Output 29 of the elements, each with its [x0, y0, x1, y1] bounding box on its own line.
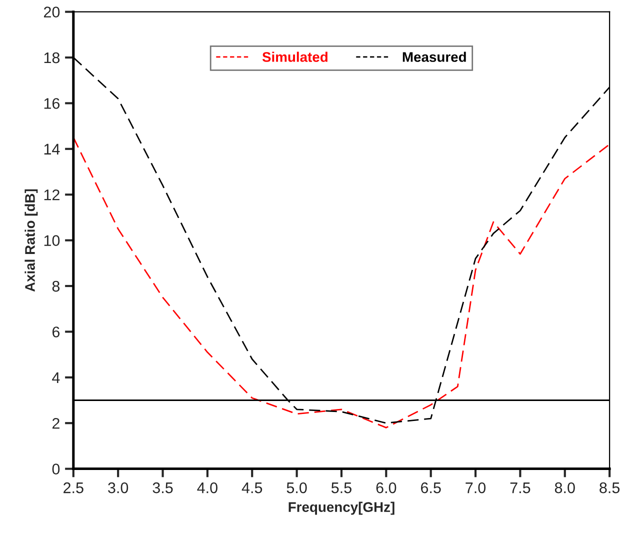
x-tick-label: 2.5: [64, 482, 84, 494]
x-tick-label: 4.5: [242, 482, 262, 494]
y-tick-label: 6: [52, 326, 60, 338]
y-axis-title: Axial Ratio [dB]: [24, 189, 38, 292]
y-tick-label: 18: [44, 52, 60, 64]
y-tick-label: 16: [44, 98, 60, 109]
y-tick-label: 14: [44, 144, 60, 154]
x-tick-label: 7.5: [510, 482, 530, 494]
x-tick-label: 4.0: [197, 482, 218, 494]
y-tick-label: 20: [44, 6, 60, 18]
y-tick-label: 8: [52, 280, 60, 292]
y-tick-label: 4: [52, 372, 60, 383]
y-tick-label: 0: [52, 464, 60, 474]
x-tick-label: 7.0: [466, 482, 486, 494]
legend-label: Simulated: [262, 52, 328, 62]
x-tick-label: 3.0: [108, 482, 128, 494]
x-tick-label: 8.5: [600, 482, 620, 494]
x-tick-label: 3.5: [152, 482, 173, 494]
y-tick-label: 2: [52, 418, 60, 429]
x-tick-label: 5.0: [286, 482, 307, 494]
x-tick-label: 6.5: [420, 482, 441, 494]
x-tick-label: 8.0: [554, 482, 575, 494]
y-tick-label: 10: [44, 235, 60, 246]
line-series: [73, 136, 610, 428]
x-axis-title: Frequency[GHz]: [288, 502, 394, 515]
legend-label: Measured: [402, 52, 466, 62]
x-tick-label: 6.0: [376, 482, 396, 494]
x-tick-label: 5.5: [331, 482, 352, 494]
y-tick-label: 12: [44, 189, 60, 200]
